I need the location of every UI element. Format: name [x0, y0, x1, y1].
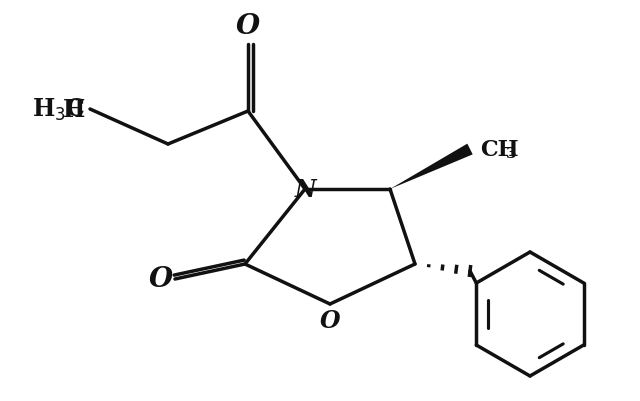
Text: H$_3$C: H$_3$C	[31, 97, 85, 123]
Text: CH: CH	[480, 139, 518, 160]
Text: N: N	[294, 178, 316, 201]
Text: O: O	[320, 308, 340, 332]
Text: O: O	[149, 266, 173, 293]
Text: 3: 3	[506, 147, 516, 160]
Text: O: O	[236, 13, 260, 40]
Text: H: H	[63, 98, 85, 122]
Polygon shape	[390, 144, 473, 190]
